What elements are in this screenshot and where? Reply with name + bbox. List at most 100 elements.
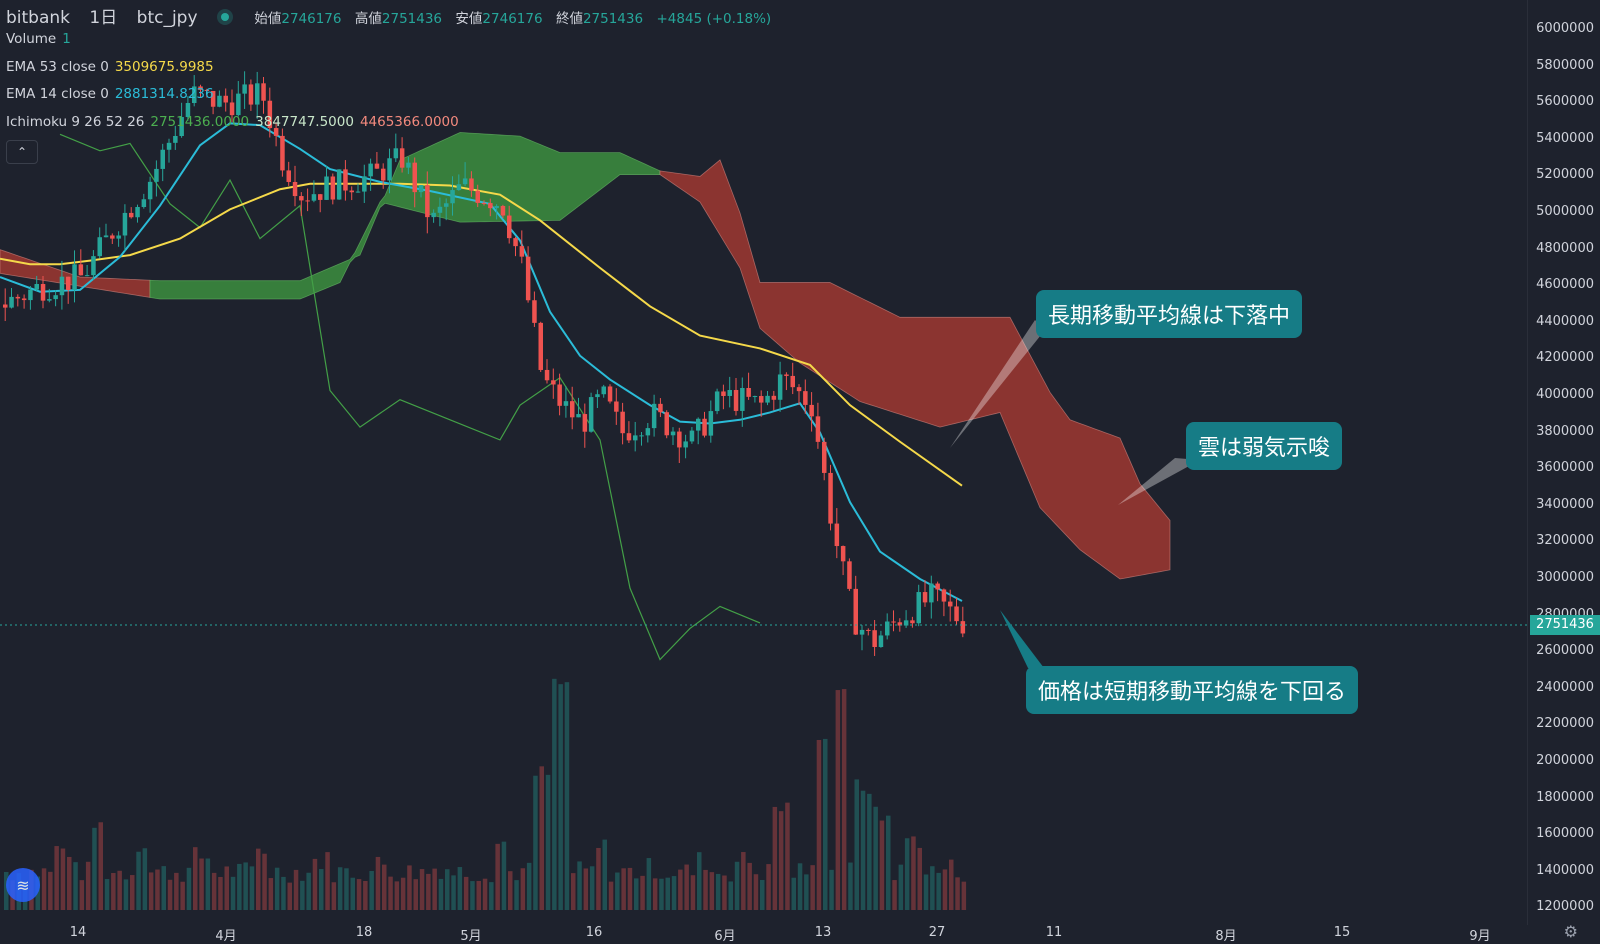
candle-body: [897, 622, 903, 626]
candle-body: [796, 387, 802, 392]
symbol-name: btc_jpy: [136, 8, 198, 28]
open-label: 始値: [254, 11, 282, 27]
volume-bar: [961, 881, 967, 910]
volume-bar: [274, 867, 280, 910]
candle-body: [34, 284, 39, 290]
volume-bar: [942, 869, 948, 910]
candle-body: [330, 176, 336, 200]
candle-body: [815, 416, 821, 442]
volume-bar: [155, 869, 160, 910]
candle-body: [387, 158, 392, 181]
candle-body: [777, 374, 783, 400]
volume-bar: [148, 872, 154, 910]
interval-label[interactable]: 1日: [89, 8, 118, 28]
price-tick-label: 6000000: [1536, 21, 1594, 36]
volume-bar: [495, 843, 500, 910]
price-tick-label: 2000000: [1536, 753, 1594, 768]
candle-body: [544, 369, 550, 381]
price-axis[interactable]: 6000000 5800000 5600000 5400000 5200000 50000…: [1527, 0, 1600, 925]
volume-bar: [337, 867, 343, 910]
tradingview-logo-icon[interactable]: ≋: [6, 868, 40, 902]
candle-body: [519, 246, 525, 257]
candle-body: [557, 384, 562, 406]
candle-body: [601, 386, 606, 395]
legend-ichimoku[interactable]: Ichimoku 9 26 52 26 2751436.0000 3847747.5…: [6, 114, 459, 130]
current-price-badge: 2751436: [1530, 615, 1600, 635]
candle-body: [21, 298, 27, 301]
candle-body: [248, 84, 254, 105]
volume-bar: [904, 838, 910, 910]
volume-bar: [684, 864, 689, 910]
candle-body: [223, 95, 228, 103]
volume-bar: [98, 822, 103, 910]
volume-bar: [621, 868, 626, 910]
candle-body: [160, 149, 165, 169]
time-tick-label: 9月: [1469, 929, 1491, 944]
candle-body: [15, 296, 21, 299]
candle-body: [759, 396, 764, 403]
volume-bar: [886, 815, 891, 910]
candle-body: [286, 170, 291, 182]
legend-volume[interactable]: Volume 1: [6, 31, 71, 47]
volume-bar: [634, 878, 639, 910]
volume-bar: [741, 852, 746, 910]
callout-cloud: 雲は弱気示唆: [1186, 422, 1343, 470]
volume-bar: [331, 882, 337, 910]
volume-bar: [690, 875, 696, 910]
legend-ema53[interactable]: EMA 53 close 0 3509675.9985: [6, 59, 214, 75]
volume-bar: [363, 880, 368, 910]
candle-body: [110, 235, 115, 239]
candle-body: [954, 606, 959, 622]
candle-body: [960, 621, 966, 634]
symbol-header[interactable]: bitbank 1日 btc_jpy 始値2746176 高値2751436 安…: [6, 3, 771, 28]
volume-bar: [262, 853, 267, 910]
volume-bar: [312, 858, 318, 910]
ema14-value: 2881314.8236: [114, 86, 214, 102]
price-tick-label: 2200000: [1536, 716, 1594, 732]
candle-body: [614, 401, 619, 412]
volume-bar: [41, 868, 47, 910]
price-tick-label: 1200000: [1536, 899, 1594, 915]
candle-body: [733, 390, 739, 411]
candle-body: [891, 621, 896, 623]
volume-bar: [319, 869, 324, 910]
candle-body: [828, 472, 833, 524]
candle-body: [626, 433, 632, 441]
candle-body: [664, 412, 669, 436]
gear-icon[interactable]: ⚙: [1563, 922, 1578, 941]
candle-body: [507, 215, 512, 239]
volume-bar: [445, 869, 450, 910]
volume-bar: [671, 876, 677, 910]
volume-bar: [734, 861, 740, 910]
price-tick-label: 4800000: [1536, 240, 1594, 256]
candle-body: [192, 86, 197, 104]
volume-bar: [785, 802, 790, 910]
volume-bar: [413, 879, 418, 910]
volume-bar: [923, 874, 929, 910]
volume-bar: [715, 873, 721, 910]
price-tick-label: 1400000: [1536, 862, 1594, 878]
candle-body: [696, 418, 701, 431]
candle-body: [639, 435, 644, 437]
indicator-lines: [0, 122, 963, 661]
collapse-legend-button[interactable]: ⌃: [6, 140, 38, 164]
volume-bar: [760, 879, 765, 910]
candle-body: [651, 403, 657, 429]
price-tick-label: 5000000: [1536, 204, 1594, 219]
volume-bar: [608, 881, 614, 910]
volume-bar: [596, 847, 601, 910]
volume-bar: [501, 841, 507, 910]
volume-bar: [142, 848, 148, 910]
ema53-line: [0, 182, 963, 487]
candle-body: [916, 592, 921, 624]
volume-bar: [640, 875, 645, 910]
candle-body: [941, 589, 947, 602]
volume-value: 1: [62, 31, 71, 47]
candle-body: [683, 441, 688, 448]
candle-body: [670, 431, 676, 436]
candle-body: [658, 403, 663, 413]
candle-body: [173, 136, 178, 143]
legend-ema14[interactable]: EMA 14 close 0 2881314.8236: [6, 86, 214, 102]
candle-body: [576, 414, 581, 418]
